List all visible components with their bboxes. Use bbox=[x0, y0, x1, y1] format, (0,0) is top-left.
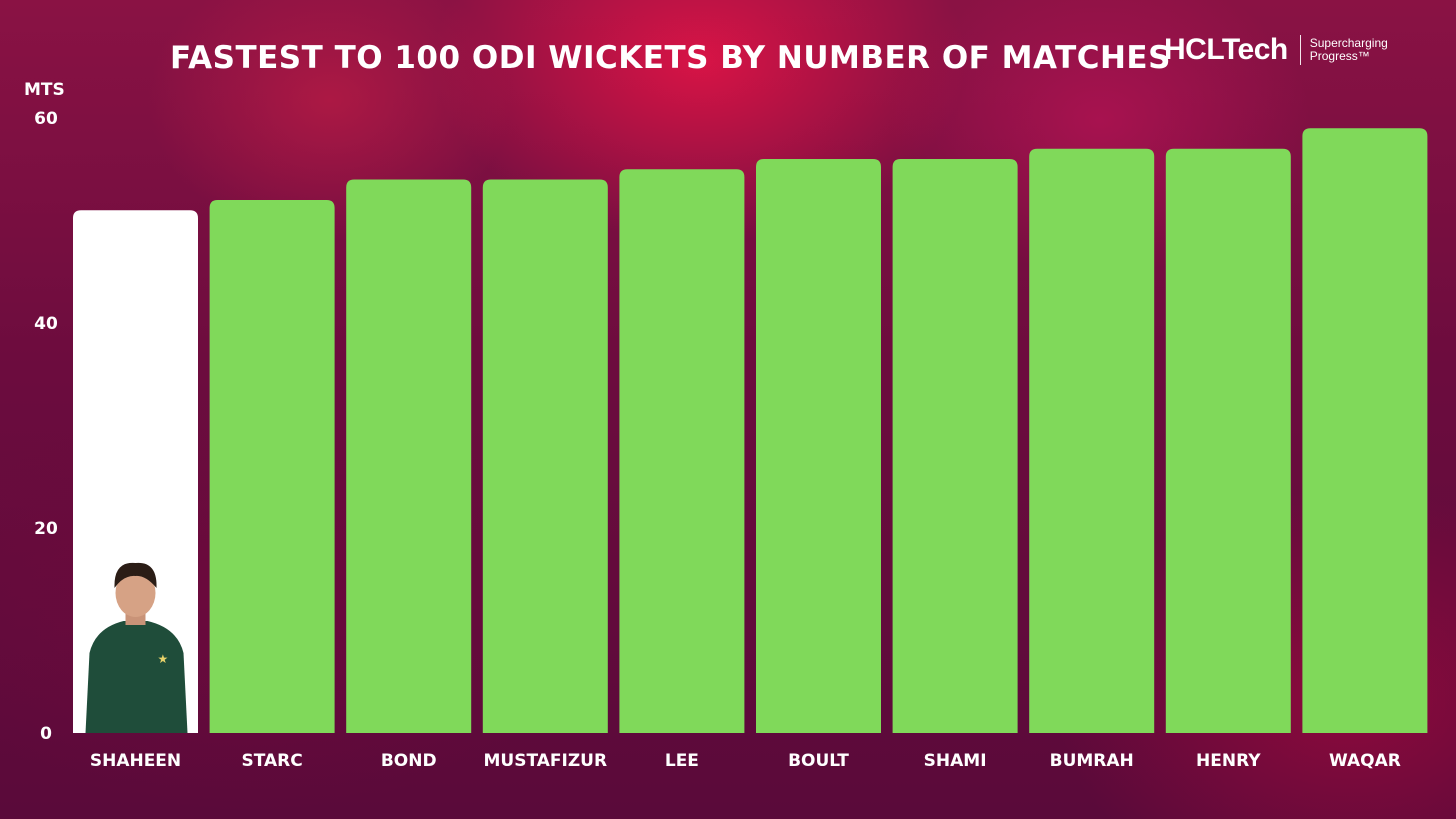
bar-waqar bbox=[1302, 128, 1428, 733]
brand-tagline-line2: Progress™ bbox=[1309, 49, 1370, 63]
x-tick-label: SHAHEEN bbox=[90, 751, 181, 771]
y-tick-label: 60 bbox=[34, 109, 58, 129]
x-tick-label: BUMRAH bbox=[1050, 751, 1134, 771]
x-tick-label: HENRY bbox=[1196, 751, 1261, 771]
x-tick-label: BOND bbox=[381, 751, 437, 771]
brand-tagline-line1: Supercharging bbox=[1309, 36, 1388, 50]
brand-logo: HCLTech Supercharging Progress™ bbox=[1164, 33, 1388, 67]
bar-shaheen bbox=[73, 210, 198, 733]
y-axis-label: MTS bbox=[24, 80, 65, 100]
brand-divider bbox=[1299, 35, 1301, 65]
x-tick-label: LEE bbox=[665, 751, 699, 771]
y-tick-label: 0 bbox=[40, 724, 52, 744]
bar-bond bbox=[346, 179, 472, 733]
brand-tagline: Supercharging Progress™ bbox=[1310, 37, 1388, 63]
chart-title: FASTEST TO 100 ODI WICKETS BY NUMBER OF … bbox=[170, 40, 1171, 76]
bar-bumrah bbox=[1029, 148, 1155, 733]
brand-name: HCLTech bbox=[1164, 33, 1288, 66]
x-tick-label: STARC bbox=[241, 751, 302, 771]
bar-shami bbox=[892, 159, 1018, 733]
bar-henry bbox=[1165, 148, 1291, 733]
svg-text:★: ★ bbox=[158, 652, 169, 666]
bar-boult bbox=[756, 159, 881, 733]
y-tick-label: 20 bbox=[34, 519, 58, 539]
x-tick-label: BOULT bbox=[788, 751, 849, 771]
bar-lee bbox=[619, 169, 745, 733]
bar-starc bbox=[209, 200, 335, 733]
x-tick-label: WAQAR bbox=[1329, 751, 1401, 771]
y-tick-label: 40 bbox=[34, 314, 58, 334]
player-photo-icon: ★ bbox=[85, 562, 188, 733]
bar-mustafizur bbox=[482, 179, 608, 733]
x-tick-label: MUSTAFIZUR bbox=[484, 751, 608, 771]
x-tick-label: SHAMI bbox=[924, 751, 987, 771]
